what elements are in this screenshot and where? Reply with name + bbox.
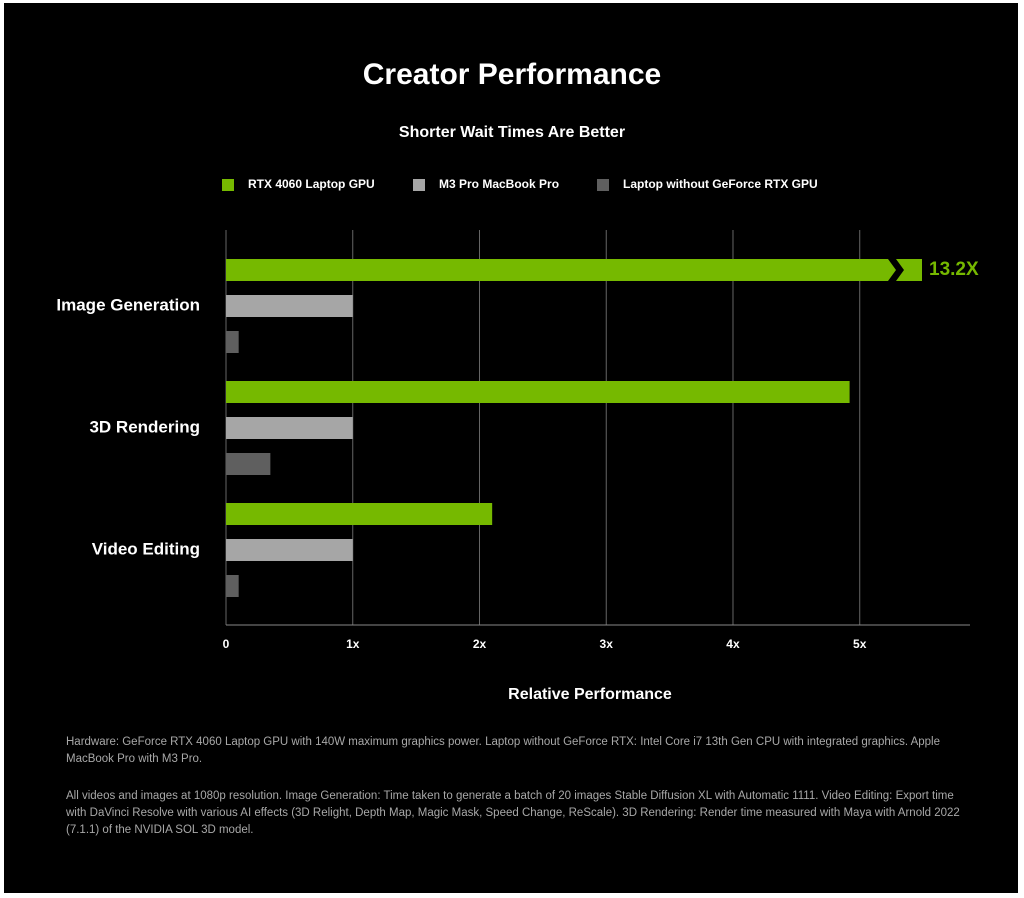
footnote: Hardware: GeForce RTX 4060 Laptop GPU wi… xyxy=(66,736,940,765)
bar xyxy=(226,259,922,281)
x-tick-label: 3x xyxy=(600,637,614,651)
x-tick-label: 4x xyxy=(726,637,740,651)
legend-label: RTX 4060 Laptop GPU xyxy=(248,177,375,191)
chart-frame xyxy=(4,3,1018,893)
bar xyxy=(226,575,239,597)
y-tick-label: Video Editing xyxy=(92,539,200,558)
y-tick-label: Image Generation xyxy=(56,295,200,314)
chart-title: Creator Performance xyxy=(363,58,661,91)
x-tick-label: 5x xyxy=(853,637,867,651)
legend-label: M3 Pro MacBook Pro xyxy=(439,177,559,191)
bar xyxy=(226,295,353,317)
footnote: All videos and images at 1080p resolutio… xyxy=(66,790,960,836)
legend-swatch xyxy=(413,179,425,191)
legend-label: Laptop without GeForce RTX GPU xyxy=(623,177,818,191)
bar xyxy=(226,331,239,353)
bar xyxy=(226,417,353,439)
bar xyxy=(226,381,850,403)
legend-swatch xyxy=(222,179,234,191)
bar xyxy=(226,539,353,561)
x-tick-label: 2x xyxy=(473,637,487,651)
x-axis-label: Relative Performance xyxy=(508,686,672,703)
y-tick-label: 3D Rendering xyxy=(89,417,200,436)
x-tick-label: 1x xyxy=(346,637,360,651)
legend-swatch xyxy=(597,179,609,191)
bar xyxy=(226,453,271,475)
chart-subtitle: Shorter Wait Times Are Better xyxy=(399,124,625,141)
x-tick-label: 0 xyxy=(223,637,230,651)
data-label: 13.2X xyxy=(929,259,979,280)
bar xyxy=(226,503,493,525)
